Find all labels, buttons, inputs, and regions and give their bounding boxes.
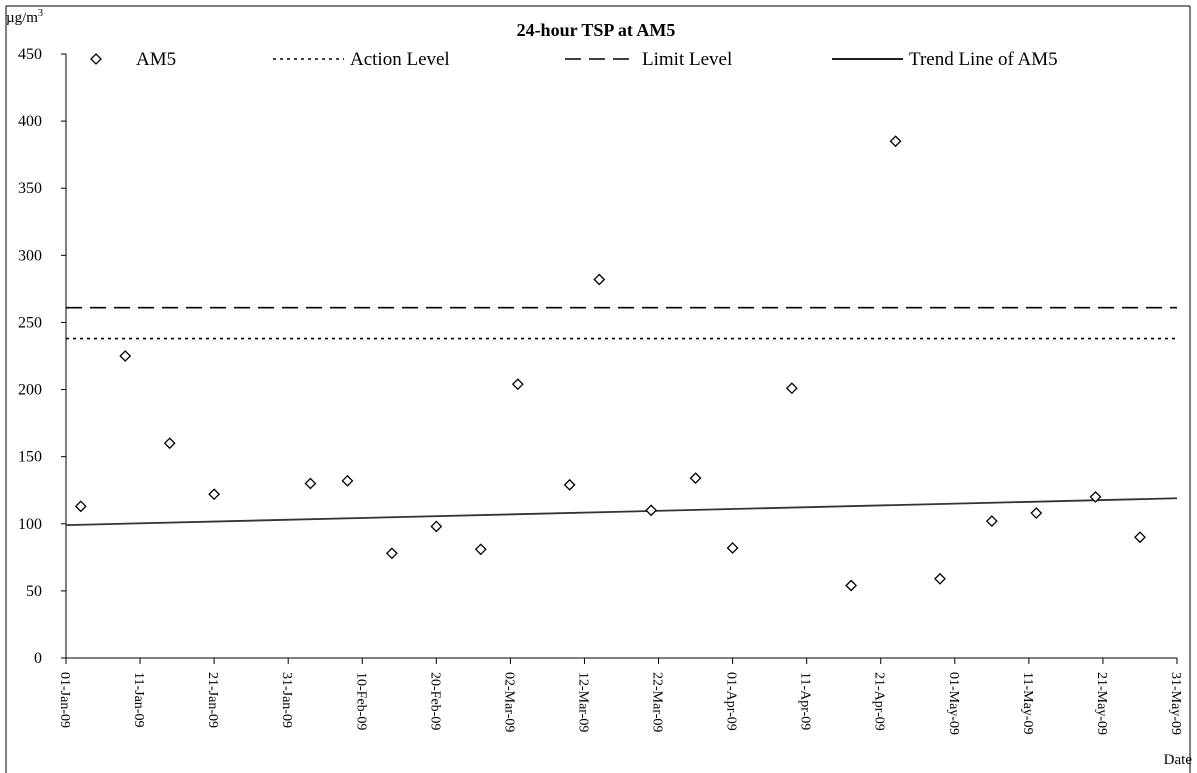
x-axis: 01-Jan-09 11-Jan-09 21-Jan-09 31-Jan-09 10-F…	[57, 657, 1183, 735]
am5-data-point	[119, 350, 132, 362]
am5-data-point	[645, 504, 658, 517]
x-tick-label: 21-Jan-09	[205, 672, 220, 728]
am5-data-point	[385, 547, 398, 560]
am5-data-point	[845, 579, 858, 592]
trend-line	[65, 497, 1178, 527]
am5-data-point	[208, 488, 221, 501]
am5-data-point	[1030, 507, 1043, 519]
legend-label-action-level: Action Level	[350, 49, 450, 70]
x-tick-label: 22-Mar-09	[650, 672, 665, 732]
legend-label-trend-line-of-am5: Trend Line of AM5	[909, 49, 1058, 70]
x-tick-label: 31-May-09	[1168, 672, 1183, 735]
legend: AM5 Action Level Limit Level Trend Line of …	[90, 49, 1058, 70]
am5-data-point	[74, 500, 87, 513]
y-tick-label: 0	[34, 650, 42, 667]
x-tick-label: 20-Feb-09	[427, 672, 442, 730]
y-tick-label: 200	[18, 382, 42, 399]
legend-label-limit-level: Limit Level	[642, 49, 732, 70]
x-tick-label: 21-Apr-09	[872, 672, 887, 731]
y-axis: 0 50 100 150 200 250 300 350 400 450	[18, 46, 67, 667]
am5-data-point	[593, 273, 606, 286]
legend-label-am5: AM5	[136, 49, 176, 70]
y-tick-label: 450	[18, 46, 42, 63]
am5-data-point	[474, 543, 487, 556]
am5-series	[74, 135, 1146, 592]
x-tick-label: 01-Jan-09	[57, 672, 72, 728]
x-tick-label: 11-Apr-09	[798, 672, 813, 730]
x-tick-label: 02-Mar-09	[501, 672, 516, 732]
am5-data-point	[689, 472, 702, 485]
am5-data-point	[934, 572, 946, 585]
trend-line-series	[65, 497, 1178, 527]
y-tick-label: 150	[18, 449, 42, 466]
x-tick-label: 11-Jan-09	[131, 672, 146, 727]
y-tick-label: 350	[18, 180, 42, 197]
am5-data-point	[726, 542, 739, 554]
am5-data-point	[163, 437, 176, 450]
x-tick-label: 01-May-09	[946, 672, 961, 735]
y-tick-label: 250	[18, 314, 42, 331]
x-tick-label: 11-May-09	[1020, 672, 1035, 734]
chart-title: 24-hour TSP at AM5	[517, 20, 676, 40]
am5-data-point	[430, 520, 443, 533]
x-axis-label: Date	[1164, 752, 1193, 768]
legend-marker-am5	[90, 53, 102, 65]
x-tick-label: 21-May-09	[1094, 672, 1109, 735]
am5-data-point	[563, 478, 576, 491]
y-axis-unit-base: µg/m	[6, 10, 38, 26]
x-tick-label: 01-Apr-09	[724, 672, 739, 731]
am5-data-point	[985, 515, 998, 528]
am5-data-point	[511, 378, 524, 391]
am5-data-point	[1134, 531, 1146, 544]
am5-data-point	[341, 474, 354, 487]
y-axis-unit-sup: 3	[38, 8, 43, 19]
am5-data-point	[1089, 491, 1102, 503]
y-tick-label: 300	[18, 247, 42, 264]
y-tick-label: 400	[18, 113, 42, 130]
x-tick-label: 12-Mar-09	[575, 672, 590, 732]
y-tick-label: 100	[18, 516, 42, 533]
am5-data-point	[785, 382, 798, 395]
am5-data-point	[889, 135, 902, 148]
reference-lines	[66, 306, 1177, 340]
am5-data-point	[304, 477, 317, 490]
y-axis-unit: µg/m3	[6, 8, 43, 26]
y-tick-label: 50	[26, 583, 42, 600]
x-tick-label: 31-Jan-09	[279, 672, 294, 728]
plot-area-frame	[5, 5, 1191, 773]
x-tick-label: 10-Feb-09	[353, 672, 368, 730]
